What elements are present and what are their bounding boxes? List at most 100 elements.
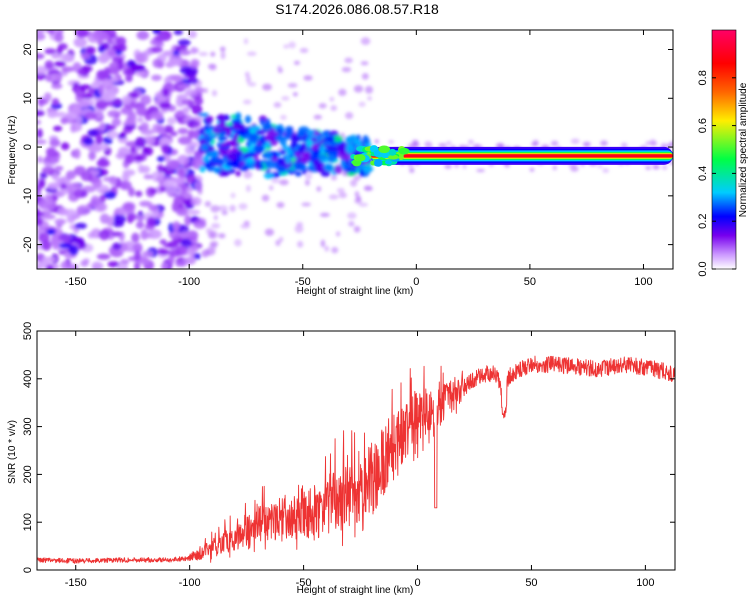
spectrogram-cell (230, 192, 236, 199)
spectrogram-cell (106, 216, 114, 227)
spectrogram-cell (84, 112, 98, 120)
spectrogram-cell (263, 172, 275, 180)
spectrogram-cell (275, 239, 281, 247)
spectrogram-cell (645, 141, 651, 146)
spectrogram-cell (136, 30, 150, 40)
spectrogram-cell (107, 30, 117, 37)
snr-series (37, 355, 675, 564)
spectrogram-cell (140, 94, 152, 106)
spectrogram-cell (46, 228, 56, 235)
spectrogram-cell (135, 221, 145, 229)
spectrogram-cell (187, 129, 196, 139)
spectrogram-cell (327, 153, 336, 163)
spectrogram-cell (202, 251, 207, 258)
spectrogram-cell (111, 118, 122, 127)
spectrogram-cell (53, 125, 63, 132)
spectrogram-cell (160, 138, 172, 146)
spectrogram-cell (212, 128, 221, 134)
spectrogram-cell (74, 148, 81, 160)
chart-title: S174.2026.086.08.57.R18 (275, 1, 439, 17)
spectrogram-cell (171, 74, 184, 83)
spectrogram-cell (172, 220, 181, 231)
spectrogram-cell (364, 85, 374, 94)
spectrogram-cell (531, 142, 539, 147)
spectrogram-cell (85, 46, 96, 55)
spectrogram-cell (51, 98, 60, 106)
spectrogram-cell (121, 95, 132, 105)
spectrogram-cell (57, 207, 69, 216)
spectrogram-cell (362, 165, 374, 172)
spectrogram-cell (155, 124, 166, 131)
spectrogram-cell (276, 165, 287, 173)
spectrogram-cell (602, 167, 610, 173)
spectrogram-cell (620, 142, 628, 149)
spectrogram-cell (353, 225, 361, 233)
spectrogram-cell (303, 75, 313, 81)
spectrogram-cell (198, 112, 209, 117)
x-tick-label: -150 (65, 577, 87, 589)
spectrogram-cell (46, 73, 53, 82)
spectrogram-cell (264, 228, 275, 236)
spectrogram-cell (355, 154, 366, 162)
spectrogram-cell (597, 165, 604, 169)
spectrogram-cell (281, 96, 290, 101)
spectrogram-cell (135, 71, 148, 77)
spectrogram-cell (190, 46, 197, 55)
spectrogram-cell (98, 229, 110, 241)
spectrogram-cell (529, 167, 535, 172)
spectrogram-cell (134, 136, 147, 148)
spectrogram-cell (177, 136, 192, 145)
spectrogram-cell (37, 211, 45, 218)
spectrogram-cell (37, 119, 42, 125)
spectrogram-cell (275, 135, 285, 142)
spectrogram-cell (174, 45, 188, 52)
spectrogram-cell (320, 170, 331, 177)
spectrogram-cell (285, 156, 291, 165)
spectrogram-cell (328, 194, 339, 200)
spectrogram-cell (226, 128, 232, 137)
spectrogram-cell (148, 204, 158, 212)
x-tick-label: -100 (178, 276, 200, 288)
spectrogram-cell (467, 139, 474, 145)
snr-panel: -150 -100 -50 0 50 100 0 100 200 300 400 500 Heigh… (7, 322, 676, 596)
y-tick-label: -20 (22, 237, 34, 253)
spectrogram-cell (169, 249, 182, 257)
y-tick-label: 500 (22, 322, 34, 340)
spectrogram-cell (139, 200, 152, 207)
spectrogram-cell (177, 154, 189, 166)
spectrogram-cell (88, 151, 96, 161)
spectrogram-cell (60, 142, 70, 151)
spectrogram-cell (166, 159, 181, 170)
spectrogram-cell (178, 49, 191, 56)
spectrogram-cell (187, 30, 197, 39)
spectrogram-cell (52, 111, 67, 118)
spectrogram-cell (96, 253, 111, 260)
spectrogram-cell (256, 129, 266, 135)
spectrogram-cell (43, 92, 52, 102)
spectrogram-cell (235, 112, 242, 121)
spectrogram-cell (203, 125, 210, 131)
spectrogram-cell (242, 99, 252, 105)
spectrogram-cell (205, 115, 214, 123)
colorbar-tick-label: 0.6 (697, 118, 709, 133)
x-tick-label: 100 (634, 276, 652, 288)
spectrogram-cell (294, 171, 302, 177)
spectrogram-cell (179, 231, 191, 238)
spectrogram-cell (645, 166, 651, 170)
snr-line (37, 355, 675, 564)
spectrogram-cell (70, 124, 77, 133)
spectrogram-cell (330, 105, 338, 112)
spectrogram-cell (582, 141, 591, 147)
spectrogram-cell (51, 73, 63, 82)
spectrogram-cell (276, 201, 285, 209)
spectrogram-cell (58, 242, 72, 249)
spectrogram-cell (194, 123, 203, 129)
spectrogram-cell (97, 157, 107, 167)
spectrogram-cell (96, 30, 103, 37)
spectrogram-cell (244, 134, 251, 139)
spectrogram-cell (276, 127, 282, 133)
spectrogram-cell (344, 57, 353, 64)
spectrogram-cell (279, 236, 284, 242)
spectrogram-cell (54, 165, 64, 171)
spectrogram-cell (317, 153, 328, 161)
